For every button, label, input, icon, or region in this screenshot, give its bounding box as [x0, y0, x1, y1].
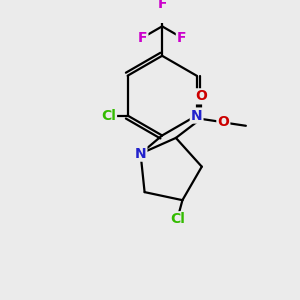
Text: Cl: Cl — [101, 109, 116, 122]
Text: O: O — [195, 89, 207, 103]
Text: F: F — [138, 31, 147, 45]
Text: Cl: Cl — [170, 212, 185, 226]
Text: F: F — [158, 0, 167, 11]
Text: O: O — [218, 115, 229, 129]
Text: N: N — [191, 109, 203, 122]
Text: N: N — [135, 147, 146, 160]
Text: F: F — [177, 31, 186, 45]
